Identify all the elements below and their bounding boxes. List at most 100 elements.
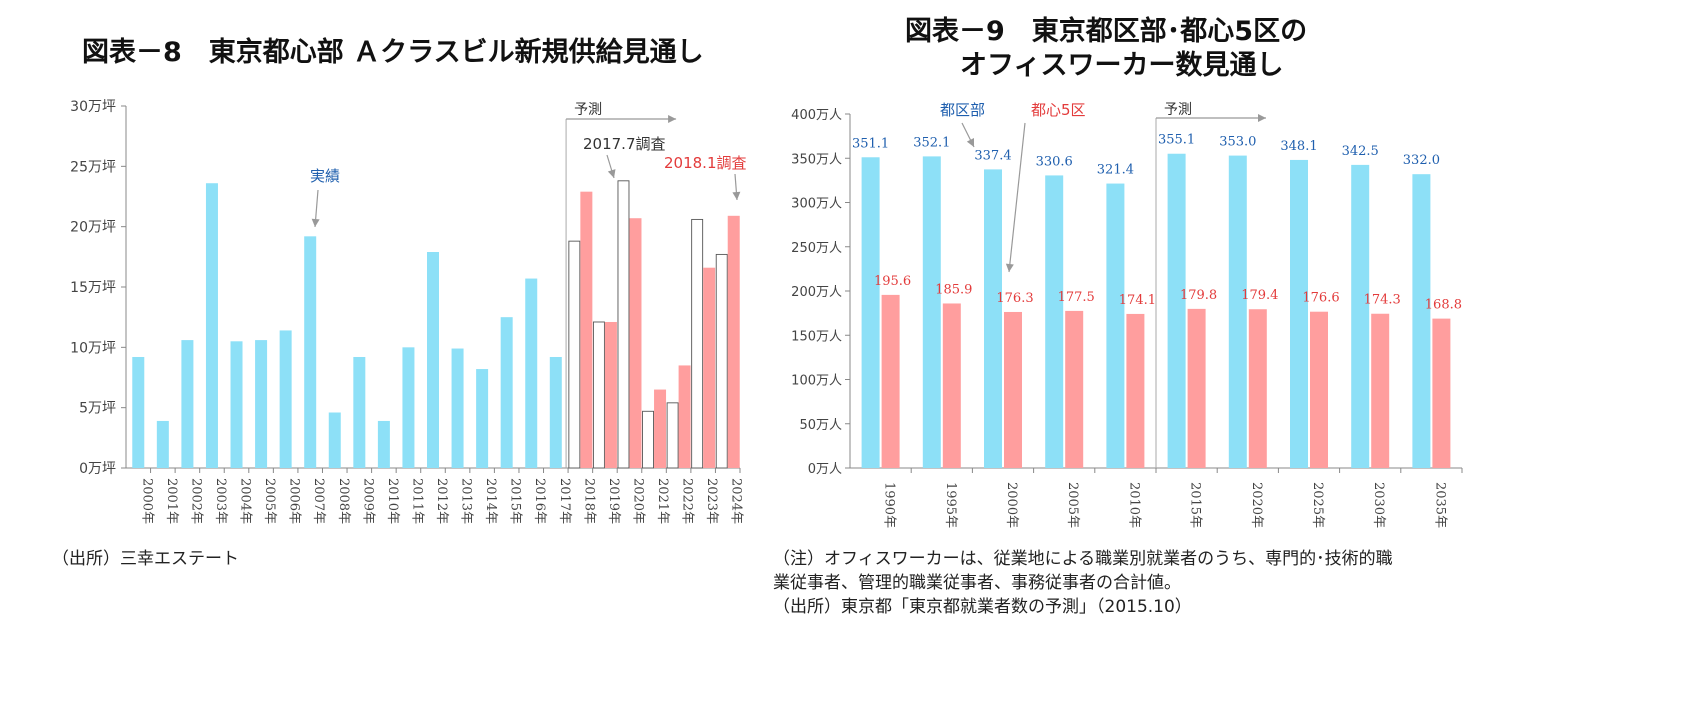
chart9-data-label-ward: 337.4 xyxy=(974,148,1011,163)
chart8-x-tick-label: 2017年 xyxy=(557,478,572,524)
chart8-bar-actual xyxy=(353,356,366,468)
chart8-x-tick-label: 2023年 xyxy=(704,478,719,524)
chart8-x-tick-label: 2012年 xyxy=(434,478,449,524)
chart8-bar-actual xyxy=(255,340,268,468)
chart9-data-label-center5: 179.8 xyxy=(1180,288,1217,303)
chart9-data-label-center5: 195.6 xyxy=(874,274,911,289)
chart8-forecast-arrow-head xyxy=(668,115,677,123)
chart9-y-tick-label: 50万人 xyxy=(799,418,842,433)
chart8-bar-actual xyxy=(525,278,538,468)
chart8-x-tick-label: 2006年 xyxy=(287,478,302,524)
chart9-x-tick-label: 2010年 xyxy=(1126,482,1141,528)
chart8-bar-actual xyxy=(549,356,562,468)
chart9-x-tick-label: 2035年 xyxy=(1432,482,1447,528)
chart8-2018-arrow-head xyxy=(732,191,741,200)
chart9-forecast-arrow-head xyxy=(1258,114,1266,122)
chart8-x-tick-label: 2007年 xyxy=(311,478,326,524)
chart9-x-tick-label: 1990年 xyxy=(882,482,897,528)
chart8-x-tick-label: 2014年 xyxy=(483,478,498,524)
chart9-bar-center5 xyxy=(942,303,961,468)
chart9-x-tick-label: 2000年 xyxy=(1004,482,1019,528)
chart8-bar-actual xyxy=(181,340,194,468)
chart8-bar-2018-1 xyxy=(580,191,593,468)
chart8-actual-label: 実績 xyxy=(310,167,340,185)
chart9-bar-ward xyxy=(984,169,1002,468)
chart9-center5-label: 都心5区 xyxy=(1031,101,1086,119)
chart8-bar-actual xyxy=(304,236,317,468)
chart9-bar-center5 xyxy=(1187,308,1206,468)
chart9-center5-arrow xyxy=(1008,122,1026,273)
chart8-2018-label: 2018.1調査 xyxy=(664,154,747,172)
chart8-bar-2017-7 xyxy=(642,410,654,469)
chart9-x-tick-label: 2020年 xyxy=(1249,482,1264,528)
chart9-data-label-center5: 168.8 xyxy=(1425,298,1462,313)
chart9-bar-ward xyxy=(1228,155,1247,468)
chart9-bar-center5 xyxy=(1432,318,1451,468)
chart9-y-tick-label: 400万人 xyxy=(791,108,842,123)
chart9-x-tick-label: 2025年 xyxy=(1310,482,1325,528)
chart9-data-label-ward: 332.0 xyxy=(1403,153,1440,168)
chart9-x-tick-label: 2005年 xyxy=(1065,482,1080,528)
chart9-bar-ward xyxy=(1412,174,1431,468)
chart8-x-tick-label: 2021年 xyxy=(655,478,670,524)
chart8-y-tick-label: 5万坪 xyxy=(79,401,116,417)
chart8-bar-2018-1 xyxy=(678,365,691,468)
chart8-2017-arrow-head xyxy=(607,169,616,178)
chart9-data-label-ward: 352.1 xyxy=(913,135,950,150)
chart9-y-tick-label: 300万人 xyxy=(791,197,842,212)
chart9-data-label-ward: 330.6 xyxy=(1036,154,1073,169)
chart9-bar-ward xyxy=(861,157,880,468)
chart8-bar-2017-7 xyxy=(715,253,728,469)
chart9-bar-center5 xyxy=(1248,309,1267,468)
chart9-bar-ward xyxy=(1167,153,1186,468)
chart8-actual-arrow-head xyxy=(311,218,320,227)
chart8-x-tick-label: 2022年 xyxy=(680,478,695,524)
chart9-ward-label: 都区部 xyxy=(940,101,985,119)
chart9-data-label-ward: 321.4 xyxy=(1097,163,1134,178)
chart8-x-tick-label: 2020年 xyxy=(630,478,645,524)
chart8-bar-2017-7 xyxy=(568,240,581,469)
chart9-x-tick-label: 2015年 xyxy=(1188,482,1203,528)
chart9-bar-center5 xyxy=(1126,313,1145,468)
chart9-forecast-label: 予測 xyxy=(1164,102,1192,118)
chart9-data-label-ward: 353.0 xyxy=(1219,135,1256,150)
chart8-bar-2018-1 xyxy=(629,218,642,468)
chart9-bar-center5 xyxy=(1371,313,1390,468)
chart8-bar-2017-7 xyxy=(691,218,704,469)
chart9-data-label-ward: 355.1 xyxy=(1158,133,1195,148)
chart8-bar-2017-7 xyxy=(617,180,630,469)
chart8-source: （出所）三幸エステート xyxy=(52,549,239,569)
chart9-plot: 0万人 50万人 100万人 150万人 200万人 250万人 300万人 350万人 400… xyxy=(791,101,1463,528)
chart8-2017-label: 2017.7調査 xyxy=(583,135,666,153)
chart9-title-line2: オフィスワーカー数見通し xyxy=(960,50,1284,81)
chart9-title-line1: 図表－9 東京都区部･都心5区の xyxy=(905,16,1308,47)
chart9-data-label-center5: 177.5 xyxy=(1058,290,1095,305)
chart9-center5-arrow-head xyxy=(1005,263,1014,272)
chart8-x-tick-label: 2003年 xyxy=(213,478,228,524)
chart9-bar-center5 xyxy=(1310,311,1328,468)
chart9-data-label-center5: 174.1 xyxy=(1119,293,1156,308)
chart9-bar-center5 xyxy=(1004,311,1022,468)
chart8-forecast-label: 予測 xyxy=(574,102,602,118)
chart9-y-tick-label: 350万人 xyxy=(791,152,842,167)
chart8-y-tick-label: 30万坪 xyxy=(70,99,116,115)
chart8-x-tick-label: 2004年 xyxy=(238,478,253,524)
chart9-note-line3: （出所）東京都「東京都就業者数の予測」（2015.10） xyxy=(773,597,1192,617)
chart9-ward-arrow-head xyxy=(966,138,974,147)
chart9-data-label-ward: 342.5 xyxy=(1342,144,1379,159)
chart9-data-label-ward: 351.1 xyxy=(852,136,889,151)
chart8-y-tick-label: 0万坪 xyxy=(79,461,116,477)
chart8-bar-actual xyxy=(230,341,243,468)
chart8-x-tick-label: 2018年 xyxy=(581,478,596,524)
chart8-bar-actual xyxy=(427,252,439,468)
chart9-note-line2: 業従事者、管理的職業従事者、事務従事者の合計値。 xyxy=(773,573,1181,593)
chart9-note-line1: （注）オフィスワーカーは、従業地による職業別就業者のうち、専門的･技術的職 xyxy=(773,549,1393,569)
chart8-x-tick-label: 2013年 xyxy=(459,478,474,524)
chart9-bar-ward xyxy=(922,156,941,468)
chart8-bar-actual xyxy=(205,183,218,468)
chart8-bar-actual xyxy=(476,369,489,468)
chart9-bar-center5 xyxy=(1065,310,1084,468)
chart9-x-tick-label: 2030年 xyxy=(1371,482,1386,528)
chart9-y-tick-label: 200万人 xyxy=(791,285,842,300)
chart8-bar-2018-1 xyxy=(654,389,667,468)
